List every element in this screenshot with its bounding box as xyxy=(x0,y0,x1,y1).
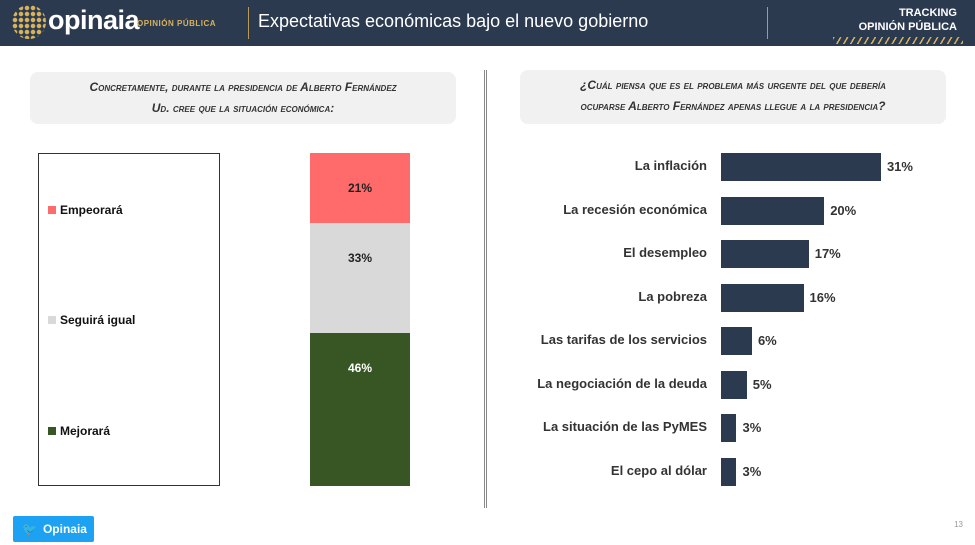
category-label: La negociación de la deuda xyxy=(537,375,707,391)
category-label: El desempleo xyxy=(623,245,707,260)
bar xyxy=(721,153,881,181)
stack-segment: 21% xyxy=(310,153,410,223)
bar xyxy=(721,283,804,312)
question-line: Ud. cree que la situación económica: xyxy=(151,101,335,115)
category-label: El cepo al dólar xyxy=(610,462,707,478)
category-label: La recesión económica xyxy=(563,201,707,217)
stack-segment: 46% xyxy=(310,332,410,486)
bar xyxy=(721,196,825,225)
category-label: La pobreza xyxy=(638,288,707,304)
value-label: 6% xyxy=(757,333,777,348)
category-label: La situación de las PyMES xyxy=(543,419,707,434)
question-line: ¿Cuál piensa que es el problema más urge… xyxy=(580,78,886,92)
bar xyxy=(721,240,809,268)
question-left: Concretamente, durante la presidencia de… xyxy=(30,72,456,124)
brand: opinaia xyxy=(48,5,140,35)
header: opinaia OPINIÓN PÚBLICA Expectativas eco… xyxy=(0,0,975,46)
twitter-label: Opinaia xyxy=(42,522,87,536)
brand-sub: OPINIÓN PÚBLICA xyxy=(137,19,217,28)
stack-segment: 33% xyxy=(310,222,410,333)
legend-mejorara: Mejorará xyxy=(48,424,110,438)
divider xyxy=(248,7,249,39)
logo-icon xyxy=(12,5,46,39)
value-label: 17% xyxy=(814,246,841,261)
section-divider xyxy=(484,70,487,508)
twitter-bird-icon: 🐦 xyxy=(22,522,37,536)
legend xyxy=(38,153,220,486)
value-label: 3% xyxy=(742,420,762,435)
page-title: Expectativas económicas bajo el nuevo go… xyxy=(258,11,649,31)
tracking-line: TRACKING xyxy=(898,7,957,19)
question-right: ¿Cuál piensa que es el problema más urge… xyxy=(520,70,946,124)
category-label: Las tarifas de los servicios xyxy=(540,332,707,347)
hatch-decoration xyxy=(833,37,963,44)
value-label: 16% xyxy=(809,289,836,305)
bar xyxy=(721,457,737,486)
segment-label: 33% xyxy=(347,250,373,265)
value-label: 5% xyxy=(752,376,772,392)
legend-empeorara: Empeorará xyxy=(48,203,123,217)
legend-seguira-igual: Seguirá igual xyxy=(48,313,135,327)
value-label: 3% xyxy=(742,463,762,479)
value-label: 31% xyxy=(886,159,913,174)
bar xyxy=(721,370,747,399)
category-label: La inflación xyxy=(634,158,707,173)
bar xyxy=(721,327,752,355)
twitter-button[interactable]: 🐦 Opinaia xyxy=(13,516,94,542)
segment-label: 46% xyxy=(347,360,373,375)
segment-label: 21% xyxy=(347,181,373,195)
divider xyxy=(767,7,768,39)
question-line: Concretamente, durante la presidencia de… xyxy=(89,80,397,94)
value-label: 20% xyxy=(830,202,857,218)
question-line: ocuparse Alberto Fernández apenas llegue… xyxy=(580,99,886,113)
tracking-line: OPINIÓN PÚBLICA xyxy=(858,21,957,33)
tracking-label: TRACKING OPINIÓN PÚBLICA xyxy=(859,6,957,34)
page-number: 13 xyxy=(954,520,963,529)
bar xyxy=(721,414,737,442)
